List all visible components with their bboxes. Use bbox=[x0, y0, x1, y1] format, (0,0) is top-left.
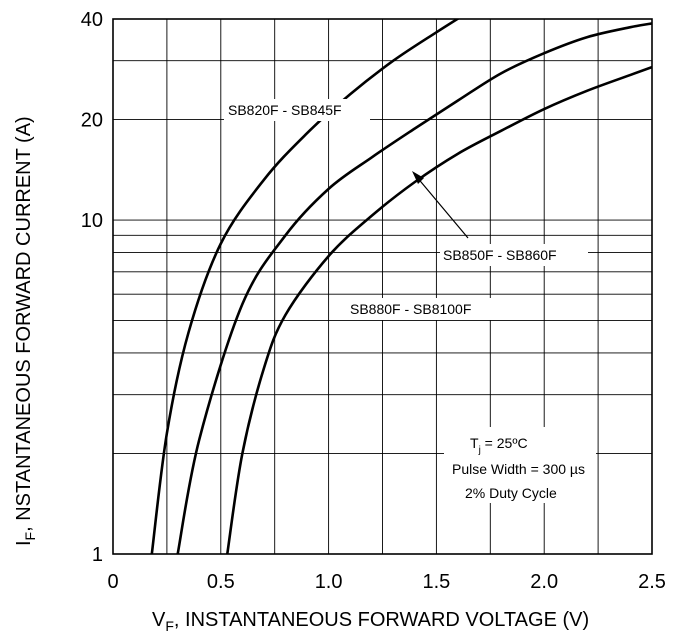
label-arrow-line bbox=[415, 175, 469, 239]
conditions-bg bbox=[444, 427, 596, 503]
plot-frame bbox=[112, 18, 653, 555]
y-tick-label: 40 bbox=[81, 9, 103, 31]
x-tick-label: 2.0 bbox=[530, 571, 558, 593]
series-label-sb880f: SB880F - SB8100F bbox=[350, 301, 471, 317]
junction-temperature-note: Tj = 25ºC bbox=[470, 435, 528, 456]
label-arrow-head bbox=[412, 171, 424, 184]
x-tick-label: 1.0 bbox=[315, 571, 343, 593]
series-group bbox=[150, 19, 652, 554]
series-label-sb850f: SB850F - SB860F bbox=[443, 247, 557, 263]
pulse-width-note: Pulse Width = 300 µs bbox=[452, 461, 585, 477]
x-tick-labels: 0 0.5 1.0 1.5 2.0 2.5 bbox=[107, 571, 665, 593]
label-bg-sb880f bbox=[346, 298, 506, 320]
y-axis-title: IF, NSTANTANEOUS FORWARD CURRENT (A) bbox=[13, 116, 38, 546]
series-line-1 bbox=[176, 22, 652, 554]
y-tick-labels: 1 10 20 40 bbox=[81, 9, 103, 566]
x-tick-label: 0.5 bbox=[207, 571, 235, 593]
series-label-sb820f: SB820F - SB845F bbox=[228, 102, 342, 118]
y-tick-label: 1 bbox=[92, 544, 103, 566]
x-tick-label: 0 bbox=[107, 571, 118, 593]
y-tick-label: 10 bbox=[81, 210, 103, 232]
x-tick-label: 2.5 bbox=[638, 571, 666, 593]
grid-lines bbox=[113, 19, 652, 554]
series-line-0 bbox=[150, 19, 460, 554]
x-axis-title: VF, INSTANTANEOUS FORWARD VOLTAGE (V) bbox=[152, 609, 589, 634]
duty-cycle-note: 2% Duty Cycle bbox=[465, 485, 557, 501]
y-tick-label: 20 bbox=[81, 110, 103, 132]
series-line-2 bbox=[225, 65, 652, 554]
label-bg-sb850f bbox=[440, 244, 588, 266]
x-tick-label: 1.5 bbox=[422, 571, 450, 593]
label-bg-sb820f bbox=[224, 99, 370, 121]
